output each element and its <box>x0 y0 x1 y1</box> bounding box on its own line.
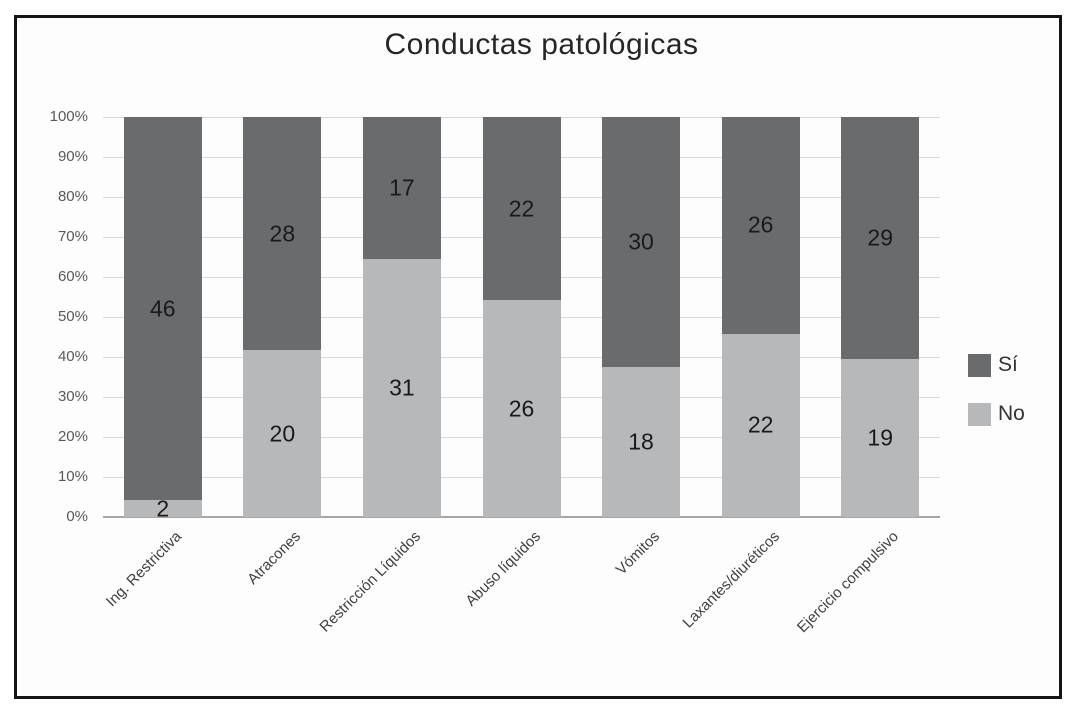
bar-value-label-no: 2 <box>156 495 170 522</box>
bar-segment-no <box>243 350 322 517</box>
bar-value-label-si: 29 <box>867 224 893 251</box>
bar-segment-si <box>243 117 322 351</box>
legend-swatch-si-icon <box>968 353 991 377</box>
bar-value-label-no: 22 <box>747 411 774 438</box>
y-axis-tick-label: 90% <box>57 148 88 165</box>
bar-segment-no <box>123 500 202 517</box>
y-axis-tick-label: 40% <box>57 348 88 365</box>
bar-segment-no <box>602 367 681 517</box>
bar-segment-si <box>362 117 441 259</box>
y-axis-tick-label: 20% <box>57 428 88 445</box>
bar-segment-no <box>362 258 441 517</box>
legend: Sí No <box>968 353 1025 451</box>
bar-segment-si <box>123 117 202 501</box>
bar-value-label-si: 26 <box>747 211 774 238</box>
y-axis-tick-label: 100% <box>49 108 88 125</box>
y-axis-tick-label: 80% <box>57 188 88 205</box>
bar-value-label-si: 28 <box>269 220 296 247</box>
bar-value-label-si: 46 <box>149 295 176 322</box>
legend-item-no: No <box>968 402 1025 426</box>
bar-segment-si <box>482 117 561 301</box>
legend-swatch-no-icon <box>968 402 991 426</box>
bar-segment-no <box>482 300 561 517</box>
y-axis-tick-label: 30% <box>57 388 88 405</box>
y-axis-tick-label: 70% <box>57 228 88 245</box>
bar-value-label-no: 18 <box>628 428 654 455</box>
bar-segment-no <box>721 333 800 517</box>
y-axis-tick-label: 60% <box>57 268 88 285</box>
legend-label-no: No <box>998 402 1025 425</box>
bar-segment-si <box>602 117 681 367</box>
bar-value-label-no: 31 <box>389 374 415 401</box>
bar-segment-si <box>721 117 800 334</box>
legend-label-si: Sí <box>998 353 1018 376</box>
bar-value-label-no: 26 <box>508 395 535 422</box>
chart-title: Conductas patológicas <box>384 28 699 61</box>
y-axis-tick-label: 50% <box>57 308 88 325</box>
bar-value-label-no: 19 <box>867 424 893 451</box>
bar-segment-no <box>841 358 920 517</box>
bar-value-label-si: 22 <box>508 195 535 222</box>
bar-segment-si <box>841 117 920 359</box>
bar-value-label-no: 20 <box>269 420 296 447</box>
y-axis-tick-label: 10% <box>57 468 88 485</box>
y-axis-tick-label: 0% <box>66 508 88 525</box>
bar-value-label-si: 17 <box>389 174 415 201</box>
bar-value-label-si: 30 <box>628 228 654 255</box>
x-axis-line <box>103 516 940 518</box>
legend-item-si: Sí <box>968 353 1025 377</box>
